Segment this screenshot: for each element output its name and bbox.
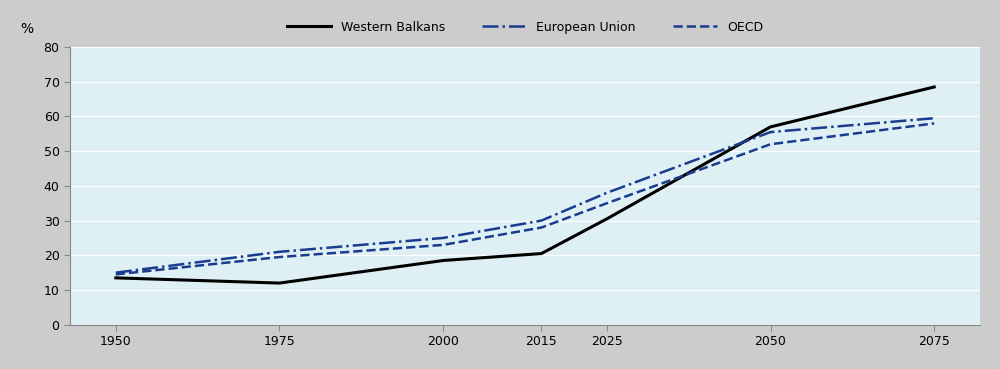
Text: %: % xyxy=(20,22,33,36)
Legend: Western Balkans, European Union, OECD: Western Balkans, European Union, OECD xyxy=(282,16,768,39)
